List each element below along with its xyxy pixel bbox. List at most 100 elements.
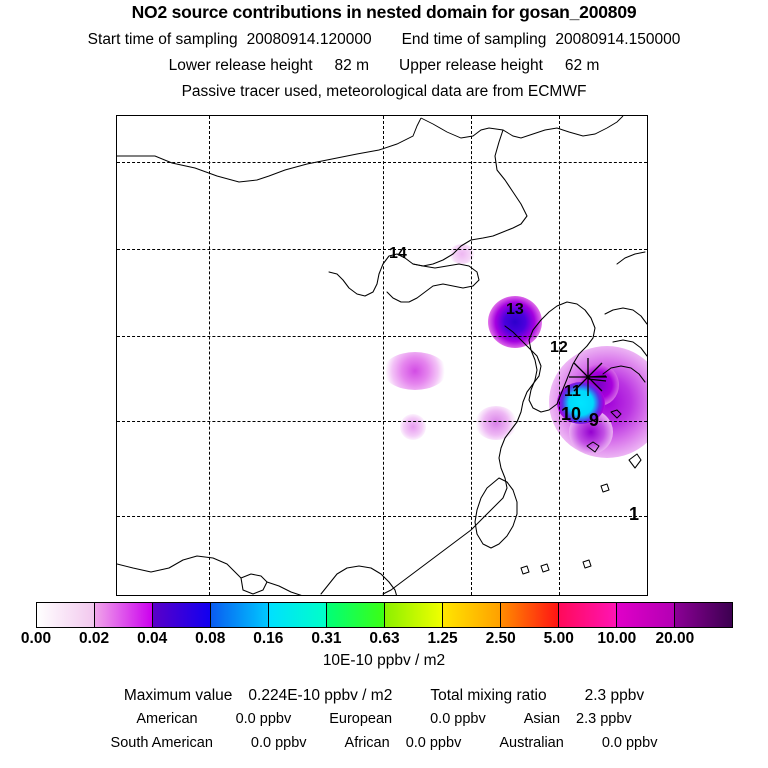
gridline-horizontal [117, 162, 647, 163]
coastline-south-b [266, 581, 302, 595]
colorbar-segment-2 [153, 603, 211, 627]
country-border-mongolia [117, 117, 422, 183]
tracer-info-line: Passive tracer used, meteorological data… [181, 83, 587, 100]
lower-release-value: 82 m [334, 57, 369, 74]
end-time-label: End time of sampling [401, 31, 547, 48]
island-small-b [540, 563, 550, 573]
colorbar-tick-10.00: 10.00 [597, 630, 637, 647]
gridline-vertical [471, 116, 472, 595]
coastline-japan-kyushu [604, 307, 647, 325]
footer-summary-row: Maximum value 0.224E-10 ppbv / m2 Total mi… [0, 687, 768, 705]
map-canvas: 14 13 12 11 10 9 1 [117, 116, 647, 595]
country-border-northeast [420, 116, 624, 139]
gridline-vertical [209, 116, 210, 595]
island-ryukyu-3 [628, 453, 642, 469]
map-site-label-10: 10 [561, 404, 582, 424]
gridline-horizontal [117, 516, 647, 517]
contrib-label-asian: Asian [523, 711, 561, 727]
coastline-indochina [320, 565, 397, 595]
maximum-value: 0.224E-10 ppbv / m2 [248, 687, 393, 704]
gridline-horizontal [117, 249, 647, 250]
contrib-value-african: 0.0 ppbv [405, 735, 462, 751]
total-mixing-ratio-value: 2.3 ppbv [584, 687, 645, 704]
coastline-korea [528, 301, 596, 413]
contrib-label-australian: Australian [499, 735, 564, 751]
colorbar-tick-2.50: 2.50 [485, 630, 516, 647]
coastline-east-china [382, 325, 542, 595]
page-title: NO2 source contributions in nested domai… [131, 2, 637, 22]
contrib-label-european: European [329, 711, 393, 727]
contrib-value-asian: 2.3 ppbv [576, 711, 632, 727]
start-time-label: Start time of sampling [87, 31, 238, 48]
coastline-japan-west [616, 251, 646, 265]
island-ryukyu-1 [610, 409, 622, 419]
lower-release-label: Lower release height [168, 57, 313, 74]
gridline-horizontal [117, 421, 647, 422]
coastline-japan-shikoku [612, 339, 647, 357]
colorbar-segment-0 [37, 603, 95, 627]
contrib-value-european: 0.0 ppbv [430, 711, 486, 727]
start-time-value: 20080914.120000 [246, 31, 372, 48]
coastline-shandong [386, 263, 480, 303]
map-site-label-13: 13 [506, 301, 524, 318]
colorbar-tick-5.00: 5.00 [543, 630, 574, 647]
colorbar-tick-0.02: 0.02 [78, 630, 110, 647]
map-site-label-14: 14 [389, 245, 407, 262]
map-site-label-11: 11 [564, 383, 581, 400]
colorbar-tick-20.00: 20.00 [655, 630, 695, 647]
colorbar-tick-0.04: 0.04 [137, 630, 168, 647]
colorbar-tick-0.31: 0.31 [311, 630, 342, 647]
map-site-label-12: 12 [550, 339, 568, 356]
colorbar-segment-8 [501, 603, 559, 627]
island-hainan-area [240, 573, 268, 595]
contrib-value-australian: 0.0 ppbv [601, 735, 658, 751]
contrib-value-american: 0.0 ppbv [235, 711, 292, 727]
footer-contrib-row-1: American 0.0 ppbv European 0.0 ppbv Asian 2.3… [0, 711, 768, 727]
colorbar-tick-0.08: 0.08 [195, 630, 226, 647]
colorbar-tick-labels: 0.00 0.02 0.04 0.08 0.16 0.31 0.63 1.25 2.50 5.00… [0, 630, 768, 650]
coastline-south-a [117, 555, 242, 579]
map-site-label-9: 9 [589, 410, 600, 430]
island-small-c [582, 559, 592, 569]
colorbar-segment-7 [443, 603, 501, 627]
footer-contrib-row-2: South American 0.0 ppbv African 0.0 ppbv Aus… [0, 735, 768, 751]
upper-release-label: Upper release height [399, 57, 543, 74]
map-site-label-1: 1 [629, 504, 640, 524]
colorbar-segment-10 [617, 603, 675, 627]
island-ryukyu-2 [586, 441, 600, 453]
release-site-star-icon [569, 358, 607, 396]
colorbar-tick-0.00: 0.00 [20, 630, 52, 647]
end-time-value: 20080914.150000 [555, 31, 681, 48]
gridline-vertical [383, 116, 384, 595]
contrib-label-american: American [136, 711, 198, 727]
colorbar-segment-4 [269, 603, 327, 627]
colorbar-segment-11 [675, 603, 732, 627]
gridline-horizontal [117, 336, 647, 337]
colorbar-unit-label: 10E-10 ppbv / m2 [322, 652, 446, 669]
island-small-a [520, 565, 530, 575]
colorbar-segment-9 [559, 603, 617, 627]
upper-release-value: 62 m [564, 57, 600, 74]
island-ryukyu-4 [600, 483, 610, 493]
contrib-label-african: African [344, 735, 390, 751]
colorbar-segment-5 [327, 603, 385, 627]
gridline-vertical [559, 116, 560, 595]
release-height-line: Lower release height 82 m Upper release he… [0, 57, 768, 75]
colorbar-segment-6 [385, 603, 443, 627]
colorbar-segment-3 [211, 603, 269, 627]
coastline-taiwan [474, 477, 518, 549]
contrib-value-south-american: 0.0 ppbv [250, 735, 307, 751]
coastline-japan-south [602, 365, 646, 383]
colorbar-tick-0.16: 0.16 [253, 630, 284, 647]
coastline-layer [117, 116, 647, 595]
colorbar-tick-1.25: 1.25 [427, 630, 458, 647]
total-mixing-ratio-label: Total mixing ratio [430, 687, 547, 704]
coastline-bohai [328, 129, 528, 297]
sampling-time-line: Start time of sampling 20080914.120000 End… [0, 31, 768, 49]
maximum-value-label: Maximum value [123, 687, 233, 704]
map-plot-area[interactable]: 14 13 12 11 10 9 1 [116, 115, 648, 596]
colorbar[interactable] [36, 602, 733, 628]
colorbar-segment-1 [95, 603, 153, 627]
colorbar-tick-0.63: 0.63 [369, 630, 400, 647]
contrib-label-south-american: South American [110, 735, 213, 751]
